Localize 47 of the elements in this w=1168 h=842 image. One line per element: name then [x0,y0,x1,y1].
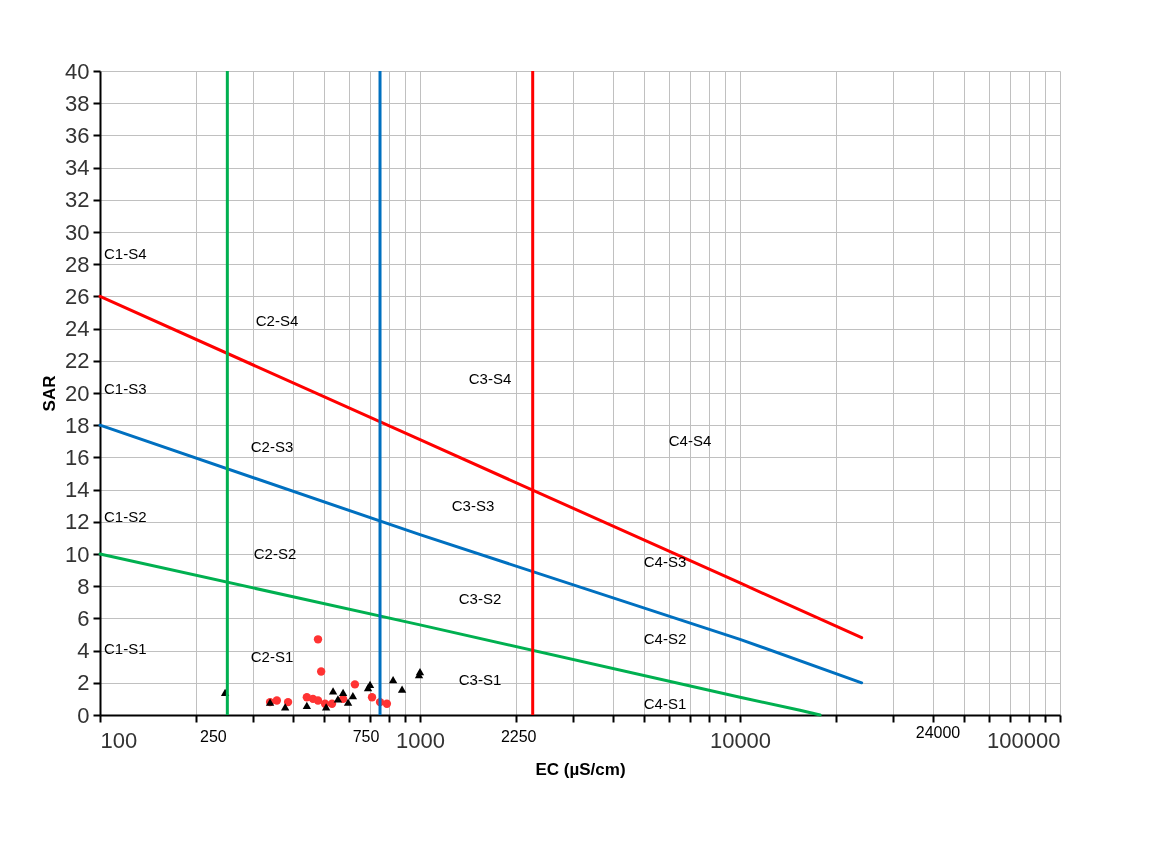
annotation: C1-S2 [104,508,147,525]
y-tick-label: 26 [65,283,90,309]
annotation: C2-S2 [253,545,297,562]
y-tick-label: 4 [77,638,90,664]
y-tick-label: 12 [65,509,90,535]
y-tick-label: 36 [65,122,90,148]
x-tick-label: 100 [100,727,138,753]
annotation: C3-S1 [458,671,502,688]
annotation: C4-S3 [643,553,687,570]
annotation: C4-S1 [643,695,687,712]
annotation: C2-S4 [255,312,299,329]
x-tick-label: 1000 [396,727,445,753]
x-axis-title: EC (µS/cm) [535,759,626,779]
y-tick-label: 22 [65,348,90,374]
text: 24000 [915,724,961,741]
y-tick-label: 38 [65,90,90,116]
annotation: C1-S1 [104,640,147,657]
ref-line-label: 250 [199,728,227,745]
y-tick-label: 10 [65,541,90,567]
x-tick-label: 100000 [987,727,1061,753]
y-tick-label: 24 [65,316,90,342]
annotation: C3-S2 [458,590,502,607]
y-tick-label: 8 [77,573,90,599]
y-tick-label: 16 [65,444,90,470]
annotation: C3-S3 [451,497,495,514]
annotation: C1-S3 [104,380,147,397]
y-tick-label: 32 [65,187,90,213]
annotation: C2-S3 [250,438,294,455]
x-tick-label: 10000 [709,727,772,753]
y-tick-label: 34 [65,155,90,181]
annotation: C2-S1 [250,648,294,665]
y-tick-label: 30 [65,219,90,245]
y-tick-label: 20 [65,380,90,406]
annotation: C3-S4 [468,370,512,387]
y-tick-label: 0 [77,702,90,728]
y-tick-label: 6 [77,605,90,631]
y-tick-label: 14 [65,477,90,503]
y-axis-title: SAR [40,375,60,412]
ref-line-label: 750 [352,728,380,745]
y-tick-label: 2 [77,670,90,696]
annotation: C4-S4 [668,432,712,449]
y-tick-label: 18 [65,412,90,438]
annotation: C1-S4 [104,245,147,262]
annotation: C4-S2 [643,630,687,647]
ref-line-label: 2250 [500,728,537,745]
y-tick-label: 40 [65,58,90,84]
y-tick-label: 28 [65,251,90,277]
